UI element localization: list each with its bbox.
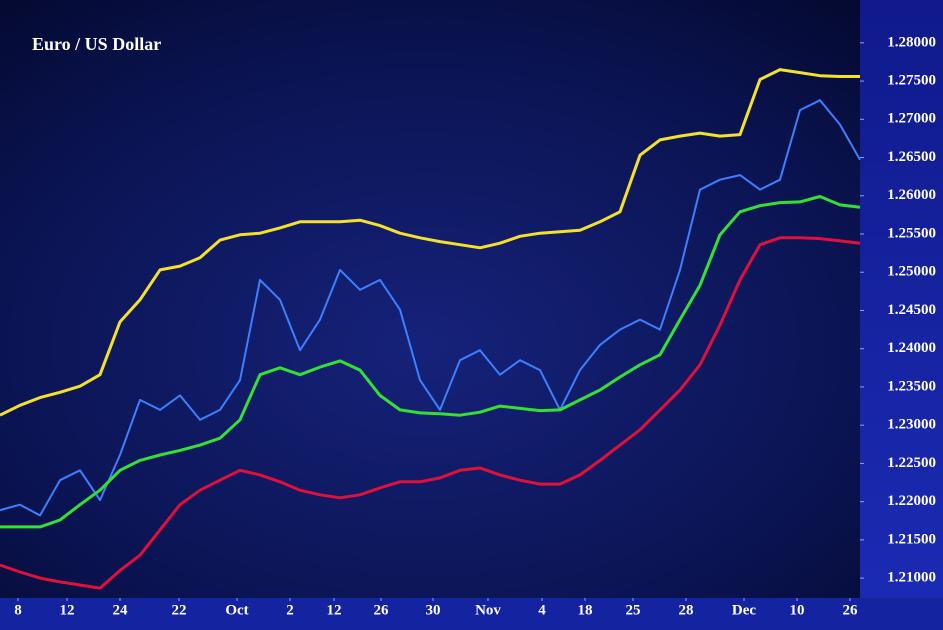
x-tick-label: 28 — [679, 602, 694, 618]
y-tick-label: 1.22500 — [887, 455, 936, 471]
series-line — [0, 195, 861, 529]
series-line — [0, 68, 860, 417]
chart-title: Euro / US Dollar — [32, 34, 161, 54]
x-tick-label: Dec — [732, 602, 756, 618]
y-tick-label: 1.21500 — [887, 531, 936, 547]
y-axis-panel — [860, 0, 943, 630]
y-tick-label: 1.21000 — [887, 570, 936, 586]
x-tick-label: Nov — [475, 602, 501, 618]
x-tick-label: 26 — [843, 602, 859, 618]
x-tick-label: 24 — [113, 602, 129, 618]
x-tick-label: 18 — [578, 602, 593, 618]
x-tick-label: 30 — [426, 602, 441, 618]
y-tick-label: 1.28000 — [887, 34, 936, 50]
x-tick-label: 2 — [286, 602, 294, 618]
series-line — [0, 99, 861, 517]
y-tick-label: 1.27000 — [887, 111, 936, 127]
x-tick-label: 12 — [327, 602, 342, 618]
x-tick-label: 10 — [790, 602, 805, 618]
y-tick-label: 1.26500 — [887, 149, 936, 165]
y-tick-label: 1.27500 — [887, 72, 936, 88]
x-tick-label: 26 — [374, 602, 390, 618]
x-tick-label: 8 — [14, 602, 22, 618]
y-tick-label: 1.24000 — [887, 340, 936, 356]
x-axis-panel — [0, 598, 943, 630]
y-tick-label: 1.26000 — [887, 187, 936, 203]
x-tick-label: 4 — [538, 602, 546, 618]
x-tick-label: 12 — [60, 602, 75, 618]
x-tick-label: Oct — [225, 602, 248, 618]
y-tick-label: 1.25500 — [887, 225, 936, 241]
y-tick-label: 1.24500 — [887, 302, 936, 318]
y-tick-label: 1.23000 — [887, 417, 936, 433]
x-tick-label: 22 — [172, 602, 187, 618]
y-tick-label: 1.25000 — [887, 264, 936, 280]
x-tick-label: 25 — [626, 602, 641, 618]
y-tick-label: 1.23500 — [887, 378, 936, 394]
series-line — [0, 236, 861, 590]
y-tick-label: 1.22000 — [887, 493, 936, 509]
